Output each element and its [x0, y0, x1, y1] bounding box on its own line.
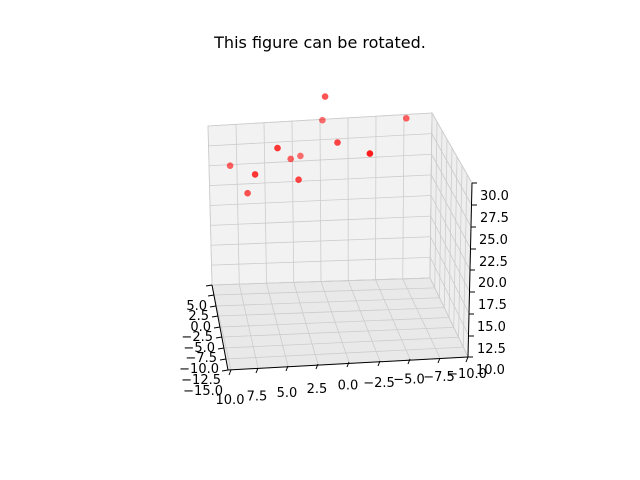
- floor-grid-line-x: [375, 279, 411, 360]
- z-tick-label: 20.0: [478, 276, 507, 291]
- x-tick-mark: [228, 369, 232, 376]
- x-tick-mark: [285, 365, 289, 372]
- y-tick-label: −7.5: [185, 351, 217, 366]
- data-point: [244, 189, 251, 197]
- x-tick-label: −5.0: [393, 372, 425, 387]
- side-grid-line-z: [431, 154, 472, 227]
- y-tick-label: 5.0: [186, 299, 207, 314]
- data-point: [334, 139, 341, 146]
- data-point: [251, 171, 259, 178]
- z-tick-label: 10.0: [476, 363, 505, 378]
- y-tick-mark: [207, 294, 215, 297]
- back-grid-line-z: [208, 153, 432, 167]
- y-tick-mark: [213, 326, 221, 329]
- y-tick-label: 2.5: [188, 309, 209, 324]
- floor-grid-line-y: [219, 317, 450, 328]
- side-grid-line-z: [429, 257, 469, 336]
- data-point: [295, 176, 302, 183]
- side-grid-line-z: [430, 174, 471, 249]
- z-tick-label: 15.0: [477, 320, 506, 335]
- y-tick-mark: [205, 284, 213, 287]
- y-tick-mark: [219, 358, 227, 361]
- z-tick-label: 27.5: [480, 211, 509, 226]
- z-tick-label: 30.0: [480, 189, 509, 204]
- data-point: [226, 162, 234, 169]
- x-tick-label: 2.5: [307, 382, 328, 397]
- x-tick-label: −2.5: [363, 376, 395, 391]
- side-grid-line-z: [430, 195, 471, 271]
- back-grid-line-z: [211, 256, 431, 266]
- x-tick-mark: [315, 363, 319, 370]
- x-tick-label: 7.5: [247, 389, 268, 404]
- x-tick-label: 0.0: [338, 379, 359, 394]
- y-tick-label: −2.5: [181, 330, 213, 345]
- data-point: [287, 155, 295, 163]
- y-tick-label: −12.5: [181, 373, 221, 388]
- z-tick-label: 22.5: [479, 255, 508, 270]
- tick-marks: 10.0 7.5 5.0 2.5 0.0 −2.5−5.0−7.5−10.0−15.0−1…: [179, 182, 509, 408]
- y-tick-label: 0.0: [190, 320, 211, 335]
- floor-grid-line-x: [320, 281, 350, 363]
- y-tick-mark: [211, 315, 219, 318]
- data-point: [366, 150, 374, 157]
- floor-grid-line-y: [215, 297, 440, 307]
- back-grid-line-z: [209, 174, 432, 187]
- grid-lines: [207, 112, 473, 371]
- floor-grid-line-y: [221, 326, 454, 338]
- data-point: [319, 116, 326, 124]
- x-tick-label: −7.5: [423, 370, 455, 385]
- x-tick-label: 10.0: [216, 393, 245, 408]
- x-tick-mark: [407, 358, 411, 365]
- side-grid-line-z: [431, 133, 472, 205]
- data-point: [403, 115, 410, 122]
- y-tick-label: −5.0: [183, 341, 215, 356]
- x-tick-mark: [377, 360, 381, 367]
- back-grid-line-z: [208, 133, 432, 147]
- y-tick-label: −15.0: [183, 384, 223, 399]
- z-tick-label: 12.5: [477, 342, 506, 357]
- floor-grid-line-y: [217, 307, 445, 317]
- data-point: [274, 144, 281, 152]
- data-point: [321, 93, 329, 100]
- x-tick-mark: [437, 357, 441, 364]
- x-tick-label: 5.0: [277, 386, 298, 401]
- side-grid-line-z: [430, 215, 470, 292]
- side-grid-line-z: [430, 236, 470, 314]
- y-tick-mark: [221, 369, 229, 372]
- figure-title: This figure can be rotated.: [214, 33, 426, 52]
- y-tick-mark: [209, 305, 217, 308]
- data-point: [297, 152, 304, 160]
- x-tick-mark: [255, 367, 259, 374]
- y-tick-mark: [217, 347, 225, 350]
- floor-grid-line-y: [225, 346, 464, 360]
- back-grid-line-z: [209, 195, 432, 206]
- x-tick-mark: [346, 361, 350, 368]
- back-grid-line-z: [210, 215, 431, 226]
- y-tick-label: −10.0: [179, 362, 219, 377]
- y-tick-mark: [215, 336, 223, 339]
- x-tick-label: −10.0: [447, 367, 487, 382]
- floor-grid-line-y: [223, 336, 459, 349]
- z-tick-label: 25.0: [479, 233, 508, 248]
- back-grid-line-z: [211, 277, 431, 286]
- floor-pane: [211, 277, 469, 371]
- side-grid-line-z: [431, 112, 473, 184]
- x-tick-mark: [465, 356, 469, 363]
- side-grid-line-z: [429, 277, 469, 358]
- z-tick-label: 17.5: [478, 298, 507, 313]
- floor-grid-line-y: [213, 287, 435, 296]
- back-grid-line-z: [210, 236, 431, 246]
- data-points: [226, 93, 410, 197]
